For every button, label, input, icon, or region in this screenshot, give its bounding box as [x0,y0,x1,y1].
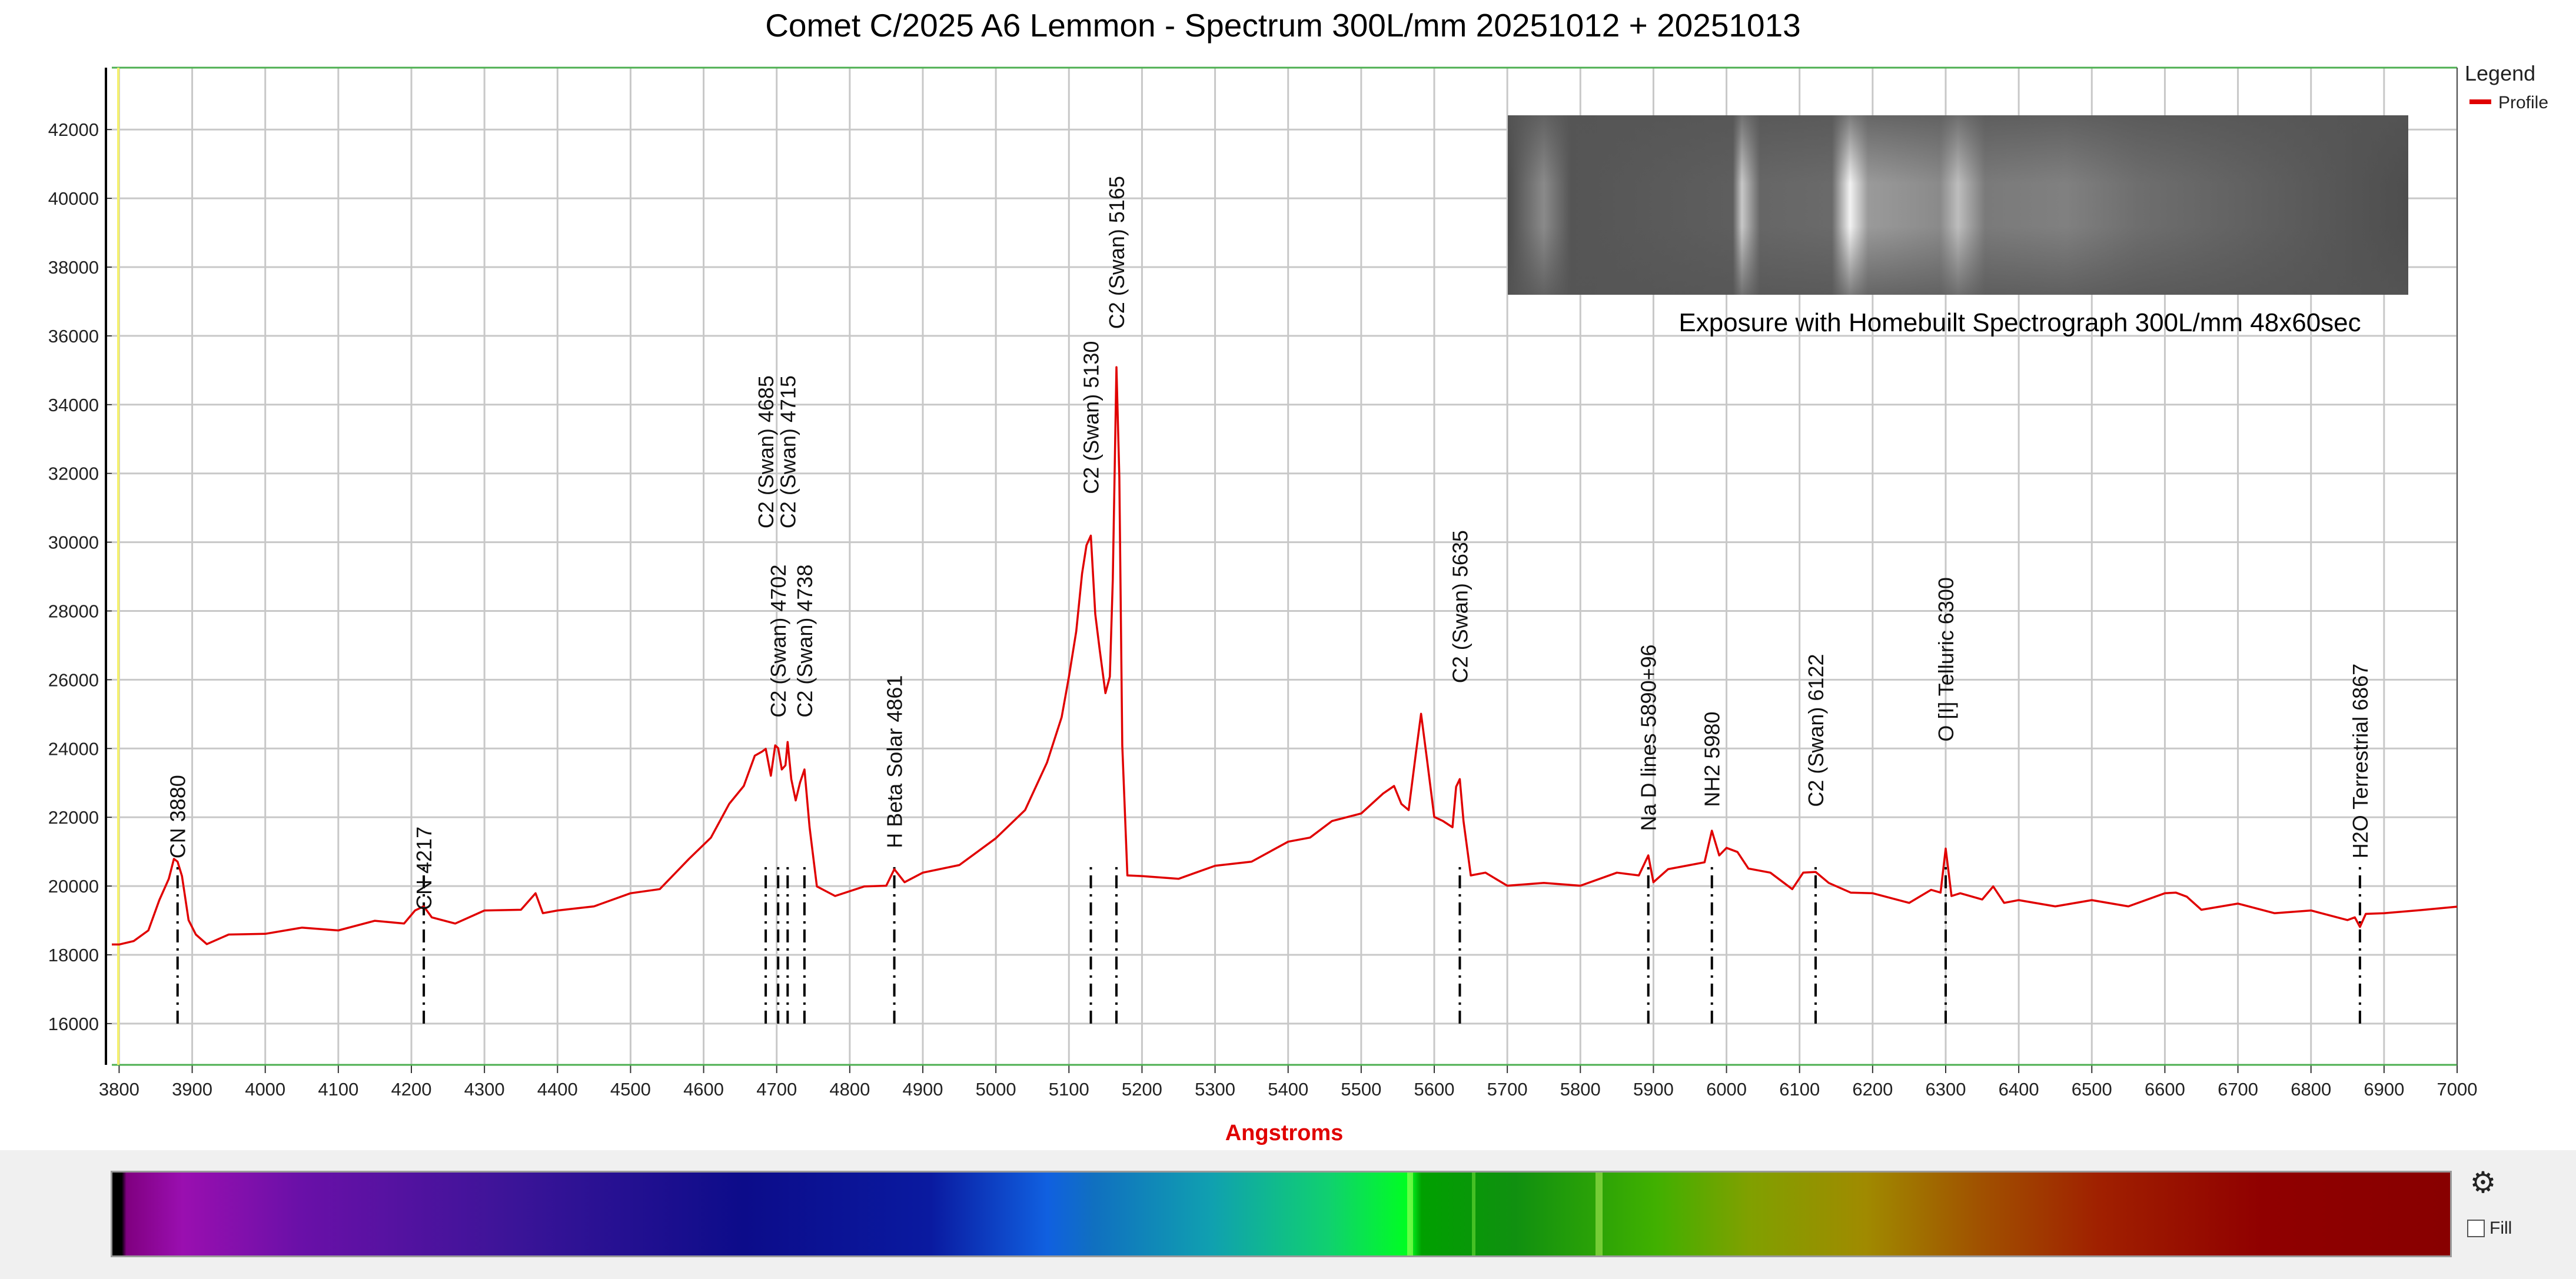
x-tick-label: 6200 [1852,1079,1893,1100]
x-tick-label: 5900 [1633,1079,1674,1100]
annotation-label: C2 (Swan) 4702 [766,565,790,718]
y-tick-label: 32000 [48,464,99,484]
x-tick-label: 6700 [2218,1079,2258,1100]
x-tick-label: 5200 [1122,1079,1162,1100]
spectrum-chart: Comet C/2025 A6 Lemmon - Spectrum 300L/m… [48,7,2548,1145]
spectrum-band-c2 [1407,1173,1413,1255]
x-tick-label: 5600 [1414,1079,1455,1100]
x-tick-label: 5700 [1487,1079,1528,1100]
legend-title: Legend [2465,61,2535,85]
gear-icon[interactable]: ⚙ [2469,1166,2497,1199]
annotation-label: O [I] Telluric 6300 [1934,577,1958,741]
x-tick-label: 4100 [318,1079,358,1100]
y-tick-label: 30000 [48,532,99,553]
annotation-label: CN 4217 [412,827,436,910]
x-tick-label: 4200 [391,1079,432,1100]
fill-label: Fill [2489,1218,2512,1238]
annotation-label: C2 (Swan) 4738 [793,565,817,718]
legend-entry-profile: Profile [2498,93,2548,112]
y-tick-label: 20000 [48,876,99,897]
annotation-label: NH2 5980 [1700,712,1724,807]
x-tick-label: 6000 [1706,1079,1747,1100]
x-tick-label: 4300 [464,1079,505,1100]
x-tick-label: 6600 [2145,1079,2185,1100]
fill-checkbox-group[interactable]: Fill [2467,1217,2512,1240]
x-tick-label: 4600 [683,1079,724,1100]
fill-checkbox[interactable] [2467,1220,2485,1237]
y-tick-label: 34000 [48,395,99,415]
annotation-label: C2 (Swan) 4685 [754,375,778,528]
annotation-label: C2 (Swan) 6122 [1804,654,1828,807]
y-tick-label: 38000 [48,257,99,278]
annotation-label: C2 (Swan) 5130 [1079,341,1103,494]
x-tick-label: 5100 [1049,1079,1089,1100]
x-tick-label: 4000 [245,1079,285,1100]
x-tick-label: 4500 [610,1079,651,1100]
series-layer [112,366,2458,946]
x-tick-label: 6300 [1926,1079,1966,1100]
annotation-label: C2 (Swan) 4715 [776,375,800,528]
chart-title: Comet C/2025 A6 Lemmon - Spectrum 300L/m… [765,7,1801,44]
y-tick-label: 42000 [48,119,99,140]
annotation-label: Na D lines 5890+96 [1637,644,1661,831]
y-tick-label: 40000 [48,188,99,209]
x-tick-label: 4700 [756,1079,797,1100]
x-tick-label: 3900 [172,1079,212,1100]
y-tick-label: 36000 [48,326,99,347]
x-tick-label: 3800 [99,1079,139,1100]
x-tick-label: 6100 [1779,1079,1820,1100]
x-tick-label: 5400 [1268,1079,1308,1100]
y-tick-label: 24000 [48,738,99,759]
spectrum-band-c2c [1472,1173,1475,1255]
y-tick-label: 16000 [48,1014,99,1034]
x-tick-label: 5000 [976,1079,1016,1100]
annotation-label: H2O Terrestrial 6867 [2348,664,2372,859]
x-tick-label: 5500 [1341,1079,1381,1100]
x-tick-label: 6500 [2072,1079,2112,1100]
y-tick-label: 28000 [48,601,99,621]
color-spectrum-svg [112,1173,2450,1255]
y-tick-label: 22000 [48,807,99,828]
x-tick-label: 6900 [2364,1079,2404,1100]
legend: Legend Profile [2465,61,2548,112]
annotation-label: C2 (Swan) 5165 [1105,176,1129,329]
x-tick-label: 7000 [2437,1079,2478,1100]
x-axis-title: Angstroms [1225,1121,1344,1145]
tick-labels: 3800 3900 4000 4100 4200 4300 4400 4500 4600 4700… [48,119,2478,1100]
x-tick-label: 4900 [903,1079,943,1100]
x-tick-label: 6400 [1999,1079,2039,1100]
annotation-label: C2 (Swan) 5635 [1448,530,1472,683]
exposure-inset: Exposure with Homebuilt Spectrograph 300… [1508,115,2408,337]
exposure-image-fade [1508,115,2408,295]
annotation-label: CN 3880 [166,775,190,858]
y-tick-label: 18000 [48,945,99,965]
series-line-profile [112,366,2458,946]
y-tick-label: 26000 [48,670,99,690]
x-tick-label: 5300 [1195,1079,1235,1100]
x-tick-label: 4800 [829,1079,870,1100]
annotation-label: H Beta Solar 4861 [883,675,907,848]
x-tick-label: 5800 [1560,1079,1601,1100]
inset-caption: Exposure with Homebuilt Spectrograph 300… [1678,308,2361,337]
plot-panel: Comet C/2025 A6 Lemmon - Spectrum 300L/m… [0,0,2576,1150]
line-markers [176,865,2361,1024]
axes [105,66,2458,1073]
x-tick-label: 4400 [537,1079,578,1100]
color-spectrum-fill [112,1173,2450,1255]
spectrum-band-c2b [1596,1173,1603,1255]
x-tick-label: 6800 [2291,1079,2331,1100]
synthetic-color-spectrum [111,1171,2452,1257]
